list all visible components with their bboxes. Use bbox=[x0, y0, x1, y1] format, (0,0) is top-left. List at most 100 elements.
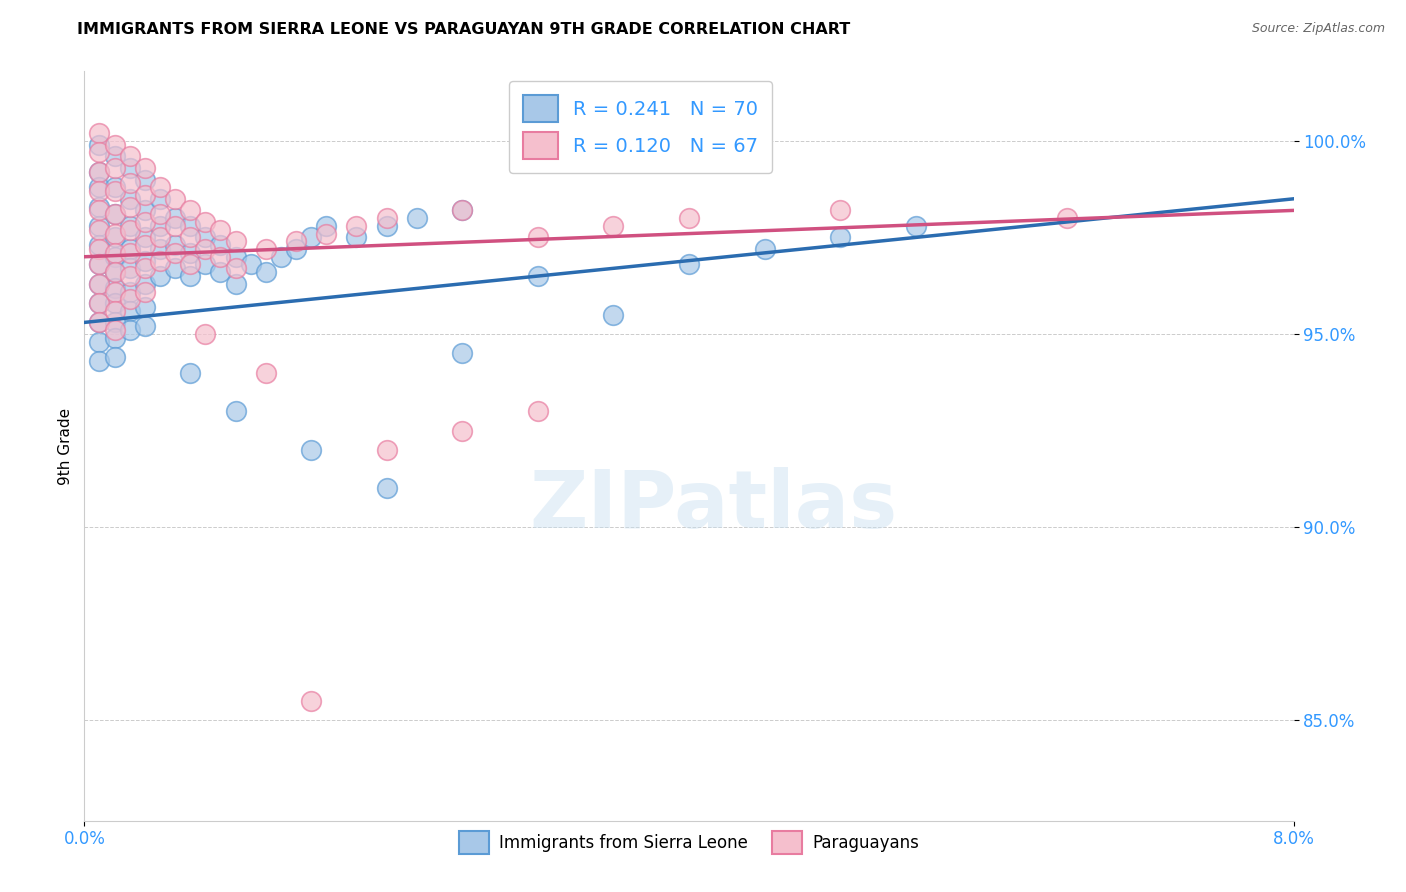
Point bbox=[89, 315, 111, 329]
Point bbox=[104, 227, 127, 241]
Point bbox=[89, 126, 111, 140]
Point bbox=[830, 230, 852, 244]
Point bbox=[104, 265, 127, 279]
Point bbox=[346, 230, 368, 244]
Point bbox=[225, 235, 247, 249]
Point bbox=[179, 366, 201, 380]
Point bbox=[89, 277, 111, 291]
Point bbox=[104, 285, 127, 299]
Point bbox=[118, 161, 141, 175]
Point bbox=[299, 694, 322, 708]
Point bbox=[299, 442, 322, 457]
Point bbox=[527, 268, 550, 283]
Point bbox=[149, 230, 172, 244]
Point bbox=[194, 257, 217, 271]
Point bbox=[134, 215, 156, 229]
Point bbox=[118, 303, 141, 318]
Point bbox=[375, 211, 398, 226]
Point bbox=[165, 211, 187, 226]
Point bbox=[104, 137, 127, 152]
Point bbox=[209, 265, 232, 279]
Point bbox=[149, 242, 172, 256]
Point bbox=[375, 219, 398, 233]
Point bbox=[270, 250, 292, 264]
Point bbox=[89, 180, 111, 194]
Point bbox=[89, 315, 111, 329]
Point bbox=[194, 215, 217, 229]
Point bbox=[194, 230, 217, 244]
Point bbox=[527, 230, 550, 244]
Point bbox=[179, 219, 201, 233]
Point bbox=[179, 257, 201, 271]
Point bbox=[149, 219, 172, 233]
Point bbox=[134, 161, 156, 175]
Point bbox=[89, 296, 111, 310]
Point bbox=[830, 203, 852, 218]
Point bbox=[118, 285, 141, 299]
Point bbox=[375, 442, 398, 457]
Point bbox=[118, 323, 141, 337]
Point bbox=[134, 188, 156, 202]
Point bbox=[104, 180, 127, 194]
Y-axis label: 9th Grade: 9th Grade bbox=[58, 408, 73, 484]
Point bbox=[165, 219, 187, 233]
Point bbox=[118, 268, 141, 283]
Point bbox=[89, 334, 111, 349]
Point bbox=[89, 242, 111, 256]
Point bbox=[118, 219, 141, 233]
Point bbox=[254, 242, 277, 256]
Point bbox=[225, 404, 247, 418]
Point bbox=[104, 207, 127, 221]
Point bbox=[118, 149, 141, 163]
Point bbox=[285, 242, 308, 256]
Point bbox=[315, 219, 337, 233]
Point bbox=[118, 192, 141, 206]
Point bbox=[104, 250, 127, 264]
Point bbox=[149, 180, 172, 194]
Point bbox=[104, 350, 127, 364]
Point bbox=[1056, 211, 1078, 226]
Point bbox=[134, 238, 156, 252]
Point bbox=[104, 161, 127, 175]
Point bbox=[118, 242, 141, 256]
Point bbox=[104, 323, 127, 337]
Point bbox=[225, 277, 247, 291]
Text: ZIPatlas: ZIPatlas bbox=[529, 467, 897, 545]
Point bbox=[104, 230, 127, 244]
Point bbox=[118, 292, 141, 306]
Point bbox=[104, 303, 127, 318]
Point bbox=[179, 203, 201, 218]
Point bbox=[104, 207, 127, 221]
Point bbox=[179, 230, 201, 244]
Point bbox=[89, 354, 111, 368]
Point bbox=[89, 184, 111, 198]
Point bbox=[134, 172, 156, 186]
Point bbox=[904, 219, 927, 233]
Point bbox=[134, 230, 156, 244]
Point bbox=[299, 230, 322, 244]
Point bbox=[346, 219, 368, 233]
Point bbox=[165, 192, 187, 206]
Point bbox=[179, 246, 201, 260]
Point bbox=[104, 184, 127, 198]
Point bbox=[149, 268, 172, 283]
Point bbox=[254, 265, 277, 279]
Point bbox=[254, 366, 277, 380]
Point bbox=[89, 200, 111, 214]
Point bbox=[89, 137, 111, 152]
Point bbox=[678, 257, 700, 271]
Point bbox=[602, 308, 624, 322]
Point bbox=[451, 424, 474, 438]
Point bbox=[239, 257, 262, 271]
Point bbox=[89, 165, 111, 179]
Point bbox=[89, 203, 111, 218]
Point bbox=[149, 207, 172, 221]
Point bbox=[134, 277, 156, 291]
Point bbox=[149, 192, 172, 206]
Legend: Immigrants from Sierra Leone, Paraguayans: Immigrants from Sierra Leone, Paraguayan… bbox=[451, 824, 927, 861]
Point bbox=[104, 331, 127, 345]
Point bbox=[315, 227, 337, 241]
Point bbox=[165, 246, 187, 260]
Point bbox=[165, 238, 187, 252]
Point bbox=[209, 223, 232, 237]
